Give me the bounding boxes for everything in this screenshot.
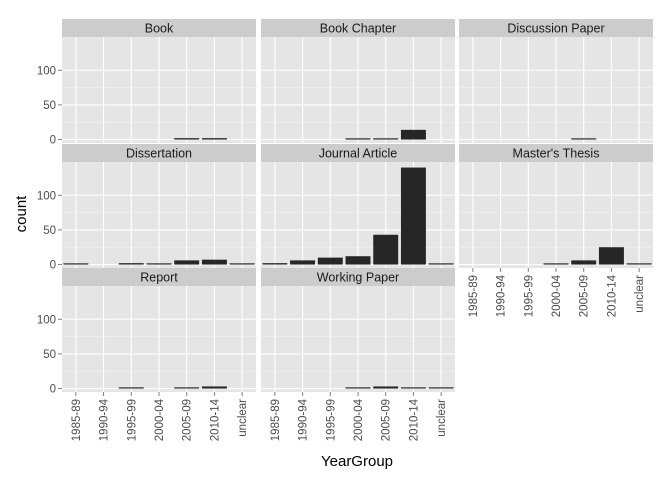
facet-report: Report bbox=[62, 268, 256, 392]
x-axis-title: YearGroup bbox=[321, 453, 393, 470]
bar-master-s-thesis-2005-09 bbox=[571, 260, 597, 265]
x-tick-label: unclear bbox=[237, 399, 249, 437]
bar-working-paper-2000-04 bbox=[345, 387, 371, 389]
bar-dissertation-2010-14 bbox=[201, 259, 227, 265]
strip-background bbox=[261, 144, 455, 162]
bar-journal-article-2005-09 bbox=[373, 234, 399, 265]
facet-title-book-chapter: Book Chapter bbox=[320, 22, 396, 36]
strip-background bbox=[459, 144, 653, 162]
bar-book-2010-14 bbox=[201, 138, 227, 140]
y-tick-label: 100 bbox=[37, 65, 56, 77]
bar-journal-article-1995-99 bbox=[317, 257, 343, 265]
x-tick-label: 2000-04 bbox=[154, 398, 166, 441]
bar-dissertation-2005-09 bbox=[174, 260, 200, 265]
facet-title-discussion-paper: Discussion Paper bbox=[507, 22, 604, 36]
facet-title-master-s-thesis: Master's Thesis bbox=[513, 147, 600, 161]
bar-master-s-thesis-unclear bbox=[626, 263, 652, 265]
x-tick-label: 2000-04 bbox=[551, 274, 563, 317]
facet-title-dissertation: Dissertation bbox=[126, 147, 192, 161]
bar-journal-article-2010-14 bbox=[400, 167, 426, 265]
y-axis-title: count bbox=[13, 195, 30, 233]
bar-report-1995-99 bbox=[118, 387, 144, 389]
x-tick-label: 2005-09 bbox=[381, 399, 393, 441]
facet-discussion-paper: Discussion Paper bbox=[459, 19, 653, 143]
y-tick-label: 0 bbox=[50, 135, 56, 147]
bar-journal-article-1985-89 bbox=[262, 263, 288, 265]
x-tick-label: 1990-94 bbox=[298, 398, 310, 441]
bar-dissertation-2000-04 bbox=[146, 263, 172, 265]
strip-background bbox=[261, 19, 455, 37]
bar-book-chapter-2005-09 bbox=[373, 138, 399, 140]
bar-working-paper-2010-14 bbox=[400, 387, 426, 389]
bar-report-2005-09 bbox=[174, 387, 200, 389]
x-tick-label: 2010-14 bbox=[408, 398, 420, 441]
x-tick-label: 1985-89 bbox=[468, 275, 480, 317]
bar-dissertation-1985-89 bbox=[63, 263, 89, 265]
strip-background bbox=[459, 19, 653, 37]
y-tick-label: 50 bbox=[43, 225, 56, 237]
y-tick-label: 100 bbox=[37, 314, 56, 326]
x-tick-label: 1985-89 bbox=[71, 399, 83, 441]
x-tick-label: 1990-94 bbox=[99, 398, 111, 441]
x-tick-label: 1995-99 bbox=[126, 399, 138, 441]
facet-master-s-thesis: Master's Thesis bbox=[459, 144, 653, 268]
bar-journal-article-1990-94 bbox=[290, 260, 316, 265]
bar-dissertation-1995-99 bbox=[118, 263, 144, 265]
x-tick-label: 1990-94 bbox=[496, 274, 508, 317]
y-tick-label: 50 bbox=[43, 100, 56, 112]
bar-journal-article-unclear bbox=[428, 263, 454, 265]
bar-book-chapter-2000-04 bbox=[345, 138, 371, 140]
y-tick-label: 100 bbox=[37, 190, 56, 202]
bar-dissertation-unclear bbox=[229, 263, 255, 265]
facet-title-journal-article: Journal Article bbox=[319, 147, 398, 161]
bar-discussion-paper-2005-09 bbox=[571, 138, 597, 140]
facet-title-book: Book bbox=[145, 22, 174, 36]
bar-working-paper-unclear bbox=[428, 387, 454, 389]
x-tick-label: 2010-14 bbox=[606, 274, 618, 317]
facet-journal-article: Journal Article bbox=[261, 144, 455, 268]
x-tick-label: 2000-04 bbox=[353, 398, 365, 441]
x-tick-label: 1985-89 bbox=[270, 399, 282, 441]
x-tick-label: 2005-09 bbox=[182, 399, 194, 441]
x-tick-label: 2010-14 bbox=[209, 398, 221, 441]
y-tick-label: 0 bbox=[50, 260, 56, 272]
y-tick-label: 50 bbox=[43, 349, 56, 361]
bar-working-paper-2005-09 bbox=[373, 386, 399, 389]
facet-working-paper: Working Paper bbox=[261, 268, 455, 392]
bar-master-s-thesis-2010-14 bbox=[598, 247, 624, 265]
facet-title-report: Report bbox=[140, 271, 178, 285]
bar-book-chapter-2010-14 bbox=[400, 129, 426, 140]
x-tick-label: unclear bbox=[436, 399, 448, 437]
facet-title-working-paper: Working Paper bbox=[317, 271, 399, 285]
strip-background bbox=[261, 268, 455, 286]
bar-journal-article-2000-04 bbox=[345, 256, 371, 265]
facet-book-chapter: Book Chapter bbox=[261, 19, 455, 143]
facet-book: Book bbox=[62, 19, 256, 143]
bar-master-s-thesis-2000-04 bbox=[543, 263, 569, 265]
strip-background bbox=[62, 144, 256, 162]
strip-background bbox=[62, 268, 256, 286]
y-tick-label: 0 bbox=[50, 384, 56, 396]
x-tick-label: 1995-99 bbox=[325, 399, 337, 441]
facet-dissertation: Dissertation bbox=[62, 144, 256, 268]
x-tick-label: 1995-99 bbox=[523, 275, 535, 317]
strip-background bbox=[62, 19, 256, 37]
x-tick-label: 2005-09 bbox=[579, 275, 591, 317]
bar-report-2010-14 bbox=[201, 386, 227, 389]
bar-book-2005-09 bbox=[174, 138, 200, 140]
x-tick-label: unclear bbox=[634, 275, 646, 313]
